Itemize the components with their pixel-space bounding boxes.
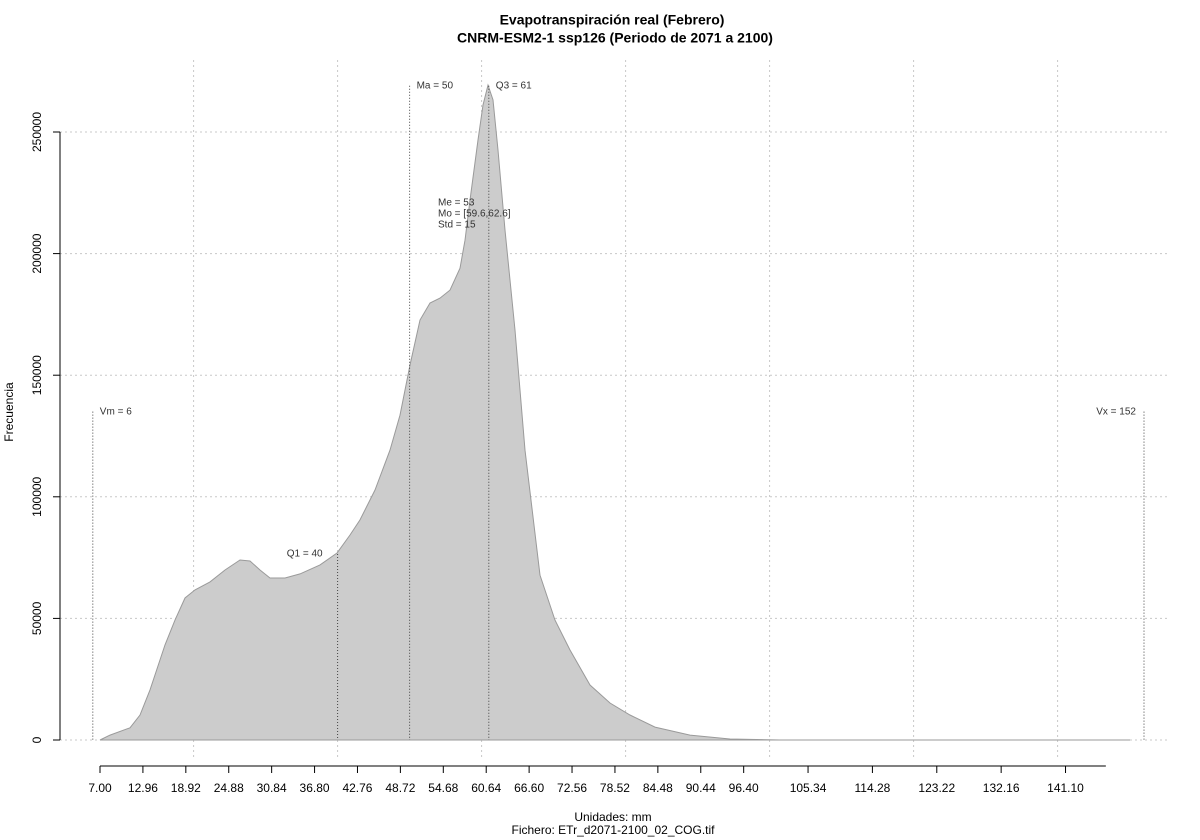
x-tick-label: 96.40 [729, 781, 759, 795]
x-tick-label: 30.84 [257, 781, 287, 795]
x-tick-label: 72.56 [557, 781, 587, 795]
stat-label: Mo = [59.6,62.6] [438, 209, 511, 220]
density-area [99, 83, 1131, 741]
x-tick-label: 42.76 [342, 781, 372, 795]
x-tick-label: 114.28 [855, 781, 891, 795]
x-tick-label: 12.96 [128, 781, 158, 795]
y-tick-label: 250000 [30, 112, 44, 152]
x-tick-label: 132.16 [983, 781, 1020, 795]
stat-label: Std = 15 [438, 220, 476, 231]
x-tick-label: 66.60 [514, 781, 544, 795]
x-tick-label: 78.52 [600, 781, 630, 795]
x-tick-label: 84.48 [643, 781, 673, 795]
y-tick-label: 0 [30, 736, 44, 743]
marker-label: Ma = 50 [417, 80, 454, 91]
marker-label: Q3 = 61 [496, 80, 532, 91]
stat-label: Me = 53 [438, 198, 475, 209]
x-tick-label: 141.10 [1047, 781, 1084, 795]
x-tick-label: 54.68 [428, 781, 458, 795]
y-axis-label: Frecuencia [2, 382, 16, 442]
y-tick-label: 100000 [30, 476, 44, 516]
marker-label: Vm = 6 [100, 406, 132, 417]
marker-label: Q1 = 40 [287, 549, 323, 560]
x-tick-label: 60.64 [471, 781, 501, 795]
x-tick-label: 36.80 [300, 781, 330, 795]
y-tick-label: 150000 [30, 355, 44, 395]
chart-title: Evapotranspiración real (Febrero) [500, 12, 725, 28]
x-tick-label: 24.88 [214, 781, 244, 795]
x-tick-label: 48.72 [385, 781, 415, 795]
marker-label: Vx = 152 [1096, 406, 1136, 417]
x-tick-label: 105.34 [790, 781, 827, 795]
x-tick-label: 123.22 [918, 781, 955, 795]
x-tick-label: 90.44 [686, 781, 716, 795]
x-axis-label: Unidades: mm [574, 810, 651, 824]
x-tick-label: 18.92 [171, 781, 201, 795]
y-tick-label: 200000 [30, 233, 44, 273]
chart-subtitle: CNRM-ESM2-1 ssp126 (Periodo de 2071 a 21… [457, 30, 773, 46]
y-tick-label: 50000 [30, 601, 44, 635]
file-label: Fichero: ETr_d2071-2100_02_COG.tif [512, 823, 716, 837]
x-tick-label: 7.00 [88, 781, 112, 795]
